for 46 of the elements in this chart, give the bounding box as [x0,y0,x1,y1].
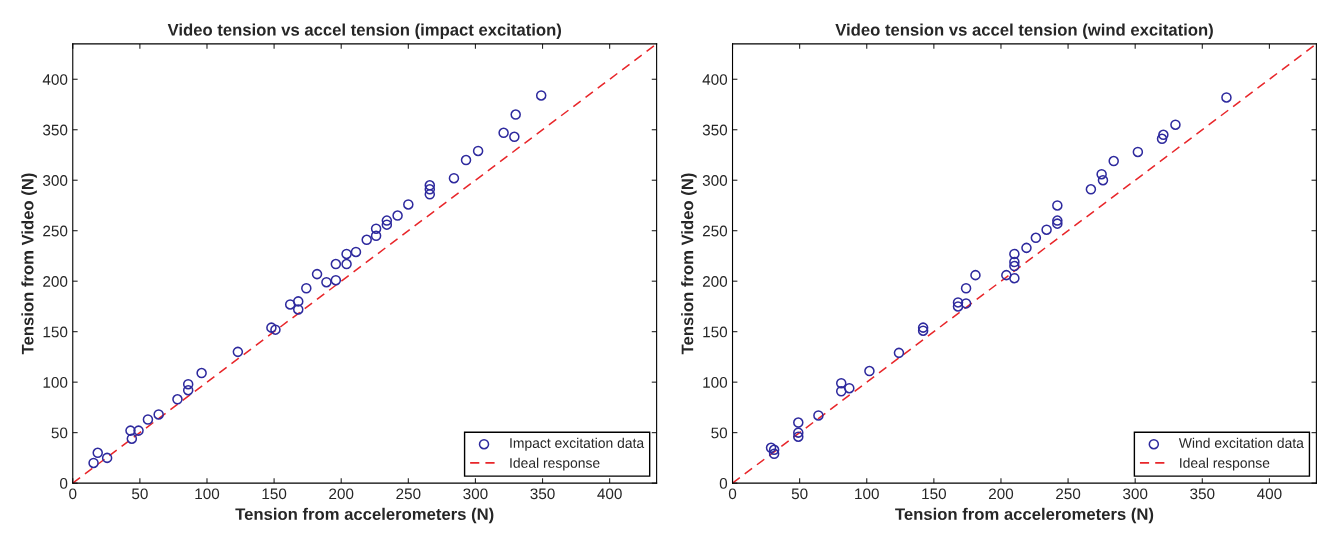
y-tick-label: 100 [703,377,728,388]
y-tick-label: 350 [43,124,68,136]
legend-label: Impact excitation data [510,437,645,451]
y-axis-title: Tension from Video (N) [21,173,37,355]
x-tick-label: 250 [396,488,421,500]
legend-label: Ideal response [1180,457,1270,471]
y-tick-label: 300 [702,175,728,186]
y-tick-label: 150 [703,326,728,338]
x-tick-label: 400 [597,488,622,500]
x-tick-label: 0 [728,488,737,500]
x-tick-label: 100 [855,488,879,500]
y-tick-label: 0 [60,477,68,489]
y-tick-label: 200 [43,276,68,287]
x-axis-title: Tension from accelerometers (N) [235,507,494,524]
legend-label: Ideal response [510,457,600,471]
x-tick-label: 400 [1257,488,1282,500]
x-tick-label: 50 [131,488,148,500]
chart-title: Video tension vs accel tension (impact excitation) [167,23,562,40]
y-tick-label: 300 [43,175,68,186]
y-tick-label: 50 [711,427,728,439]
x-tick-label: 250 [1056,488,1081,500]
y-tick-label: 50 [51,427,68,439]
y-tick-label: 400 [702,74,728,85]
legend-label: Wind excitation data [1178,437,1304,448]
y-tick-label: 250 [702,225,728,237]
y-axis-title: Tension from Video (N) [681,173,697,355]
x-tick-label: 300 [463,488,488,500]
x-tick-label: 50 [791,488,808,500]
x-tick-label: 200 [329,488,354,500]
x-tick-label: 150 [262,488,287,500]
x-tick-label: 150 [922,488,947,500]
y-tick-label: 200 [702,276,728,287]
y-tick-label: 400 [42,74,68,85]
x-axis-title: Tension from accelerometers (N) [895,507,1154,524]
x-tick-label: 100 [195,488,220,500]
x-tick-label: 200 [988,488,1014,500]
x-tick-label: 0 [69,488,77,500]
y-tick-label: 350 [702,124,728,136]
y-tick-label: 100 [43,377,68,388]
y-tick-label: 0 [719,477,728,489]
y-tick-label: 250 [43,225,68,237]
y-tick-label: 150 [43,326,68,338]
chart-title: Video tension vs accel tension (wind excitation) [835,23,1213,40]
x-tick-label: 300 [1123,488,1148,500]
x-tick-label: 350 [1190,488,1215,500]
x-tick-label: 350 [530,488,555,500]
